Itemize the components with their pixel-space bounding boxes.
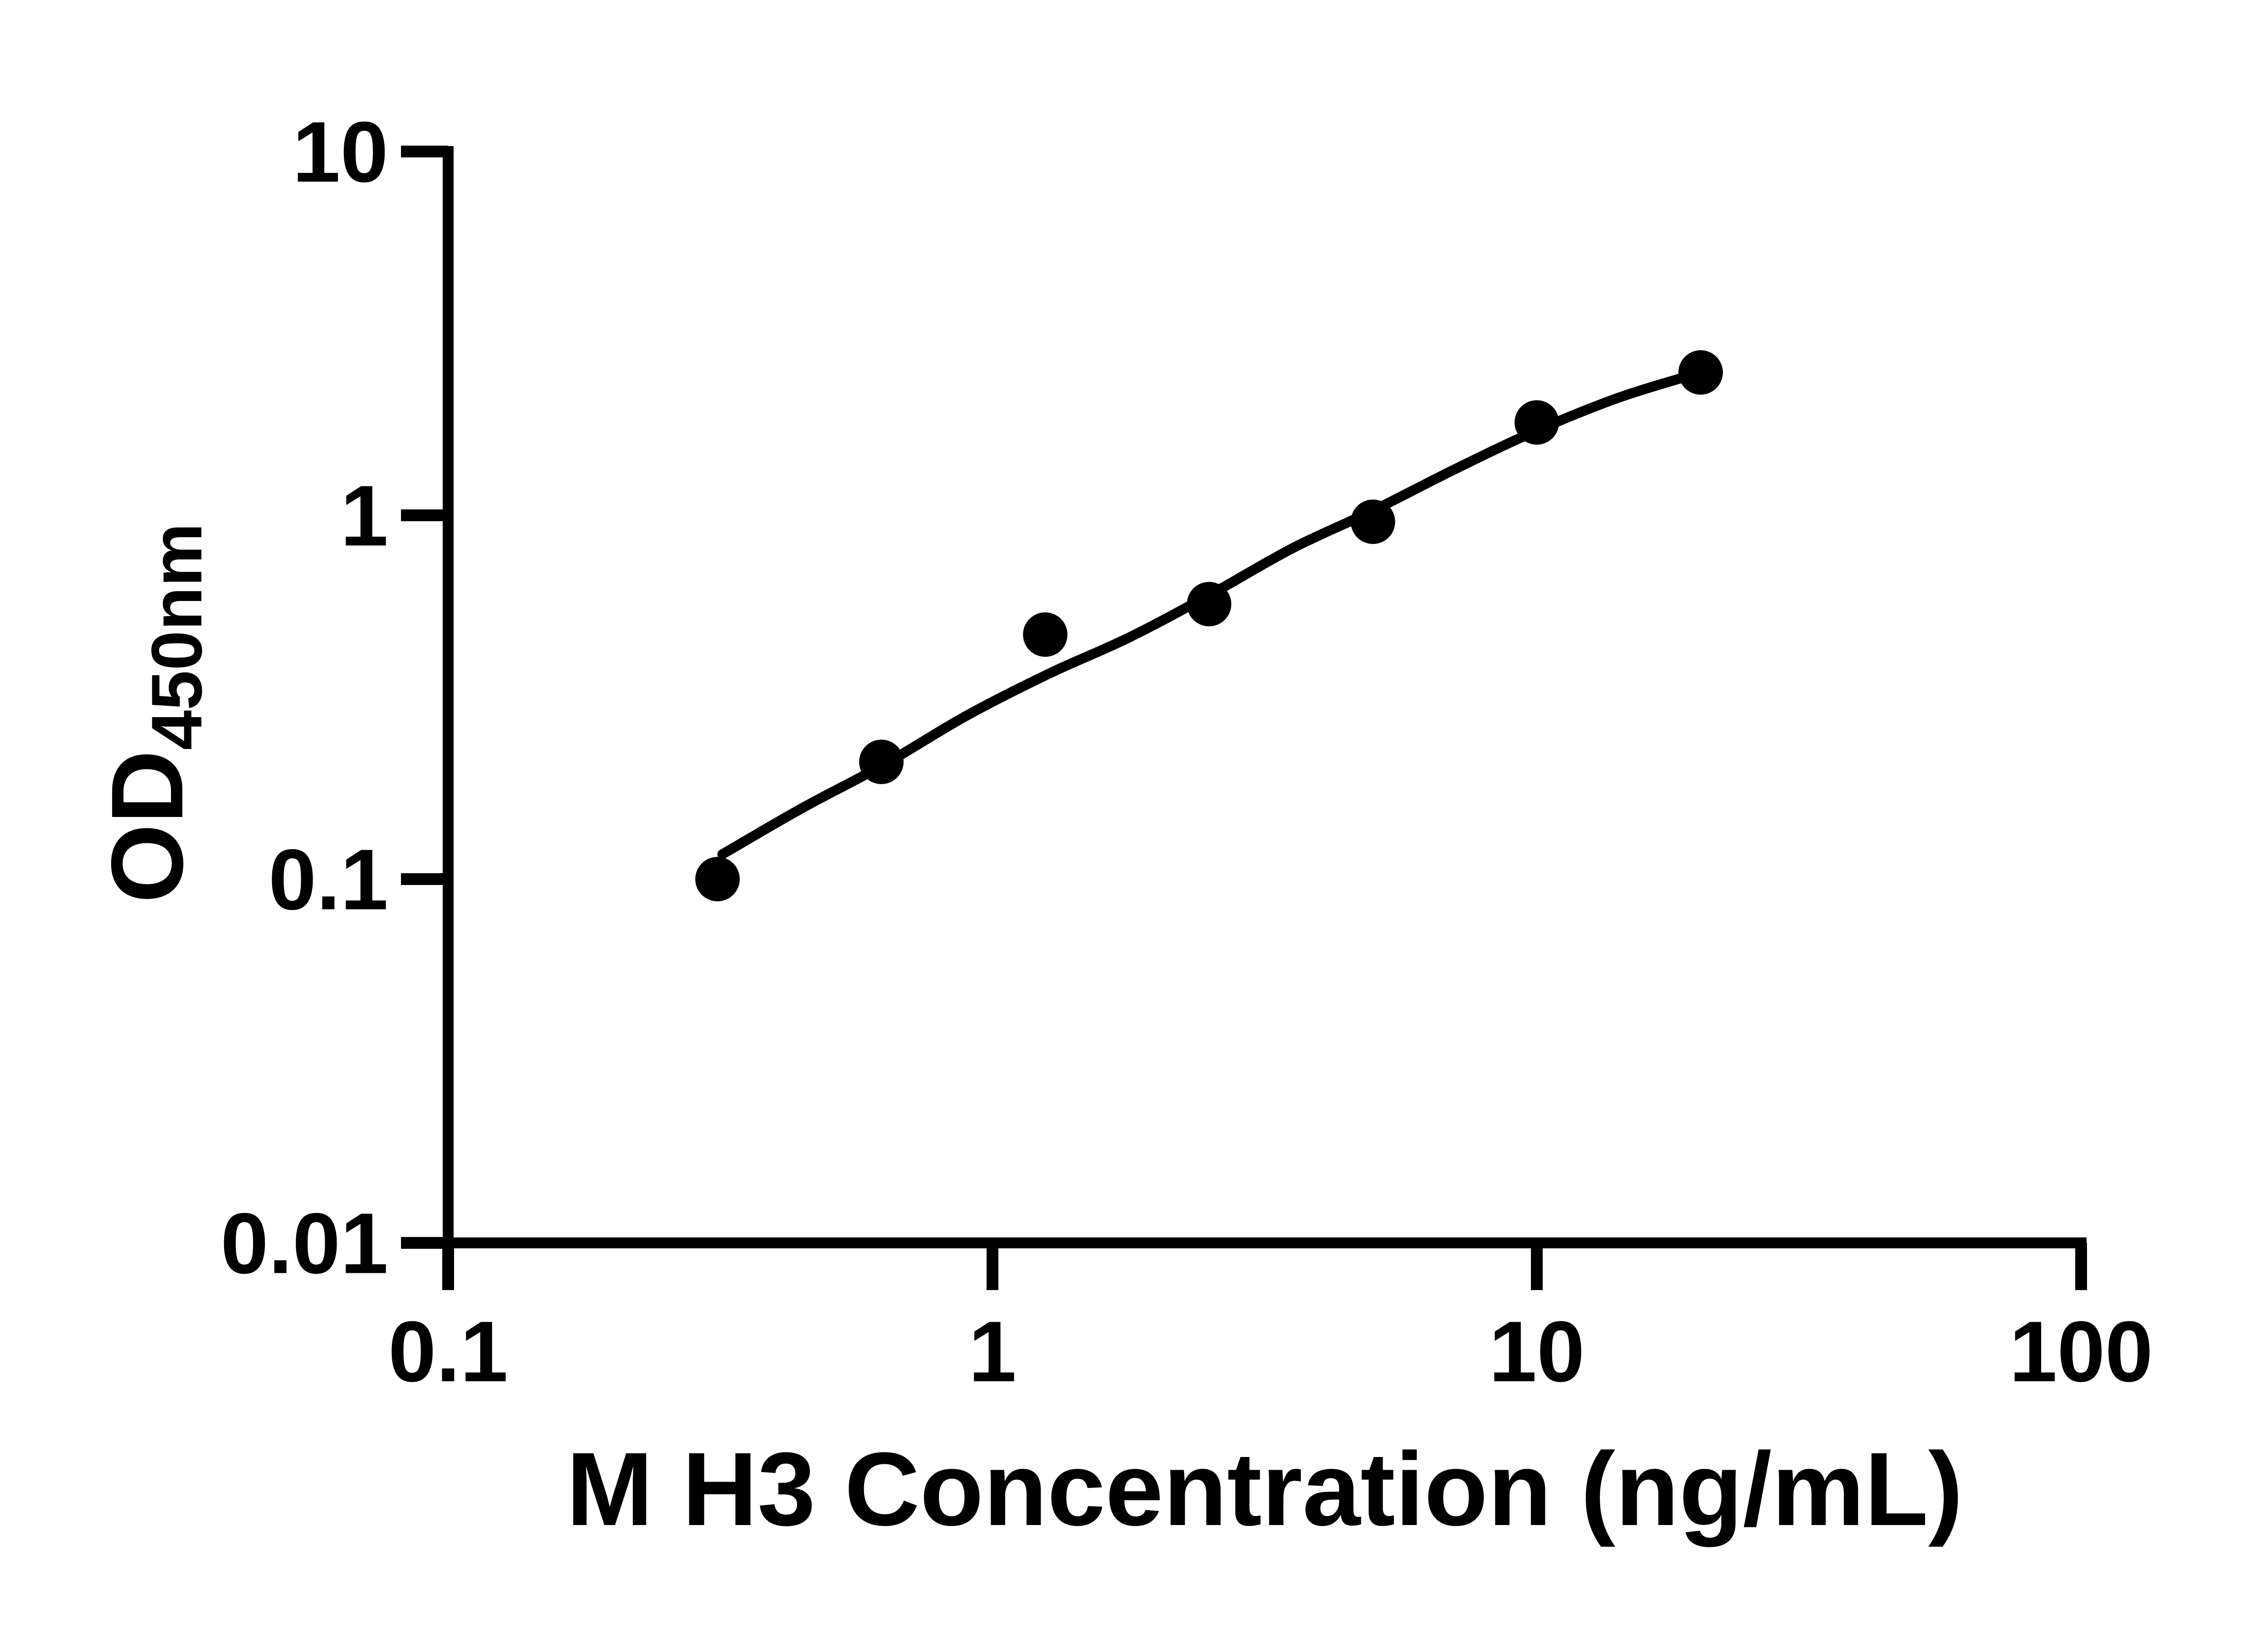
y-axis-title-main: OD	[90, 750, 204, 904]
data-point-marker	[1350, 499, 1395, 544]
y-tick-label: 10	[293, 104, 388, 200]
x-tick-label: 1	[968, 1304, 1017, 1400]
data-point-marker	[859, 739, 904, 784]
x-tick-label: 100	[2009, 1304, 2153, 1400]
data-point-marker	[1515, 400, 1559, 445]
x-axis-title: M H3 Concentration (ng/mL)	[566, 1431, 1963, 1547]
data-point-marker	[1023, 612, 1068, 657]
x-tick-label: 0.1	[388, 1304, 508, 1400]
data-point-marker	[1678, 350, 1723, 395]
y-axis-title-subscript: 450nm	[137, 523, 217, 750]
y-tick-label: 0.1	[269, 832, 388, 928]
data-points-layer	[695, 350, 1723, 901]
y-tick-label: 1	[340, 468, 388, 564]
data-point-marker	[695, 857, 740, 901]
y-tick-label: 0.01	[220, 1196, 388, 1292]
data-point-marker	[1187, 582, 1232, 626]
y-axis-title: OD450nm	[90, 523, 217, 903]
x-tick-label: 10	[1489, 1304, 1584, 1400]
